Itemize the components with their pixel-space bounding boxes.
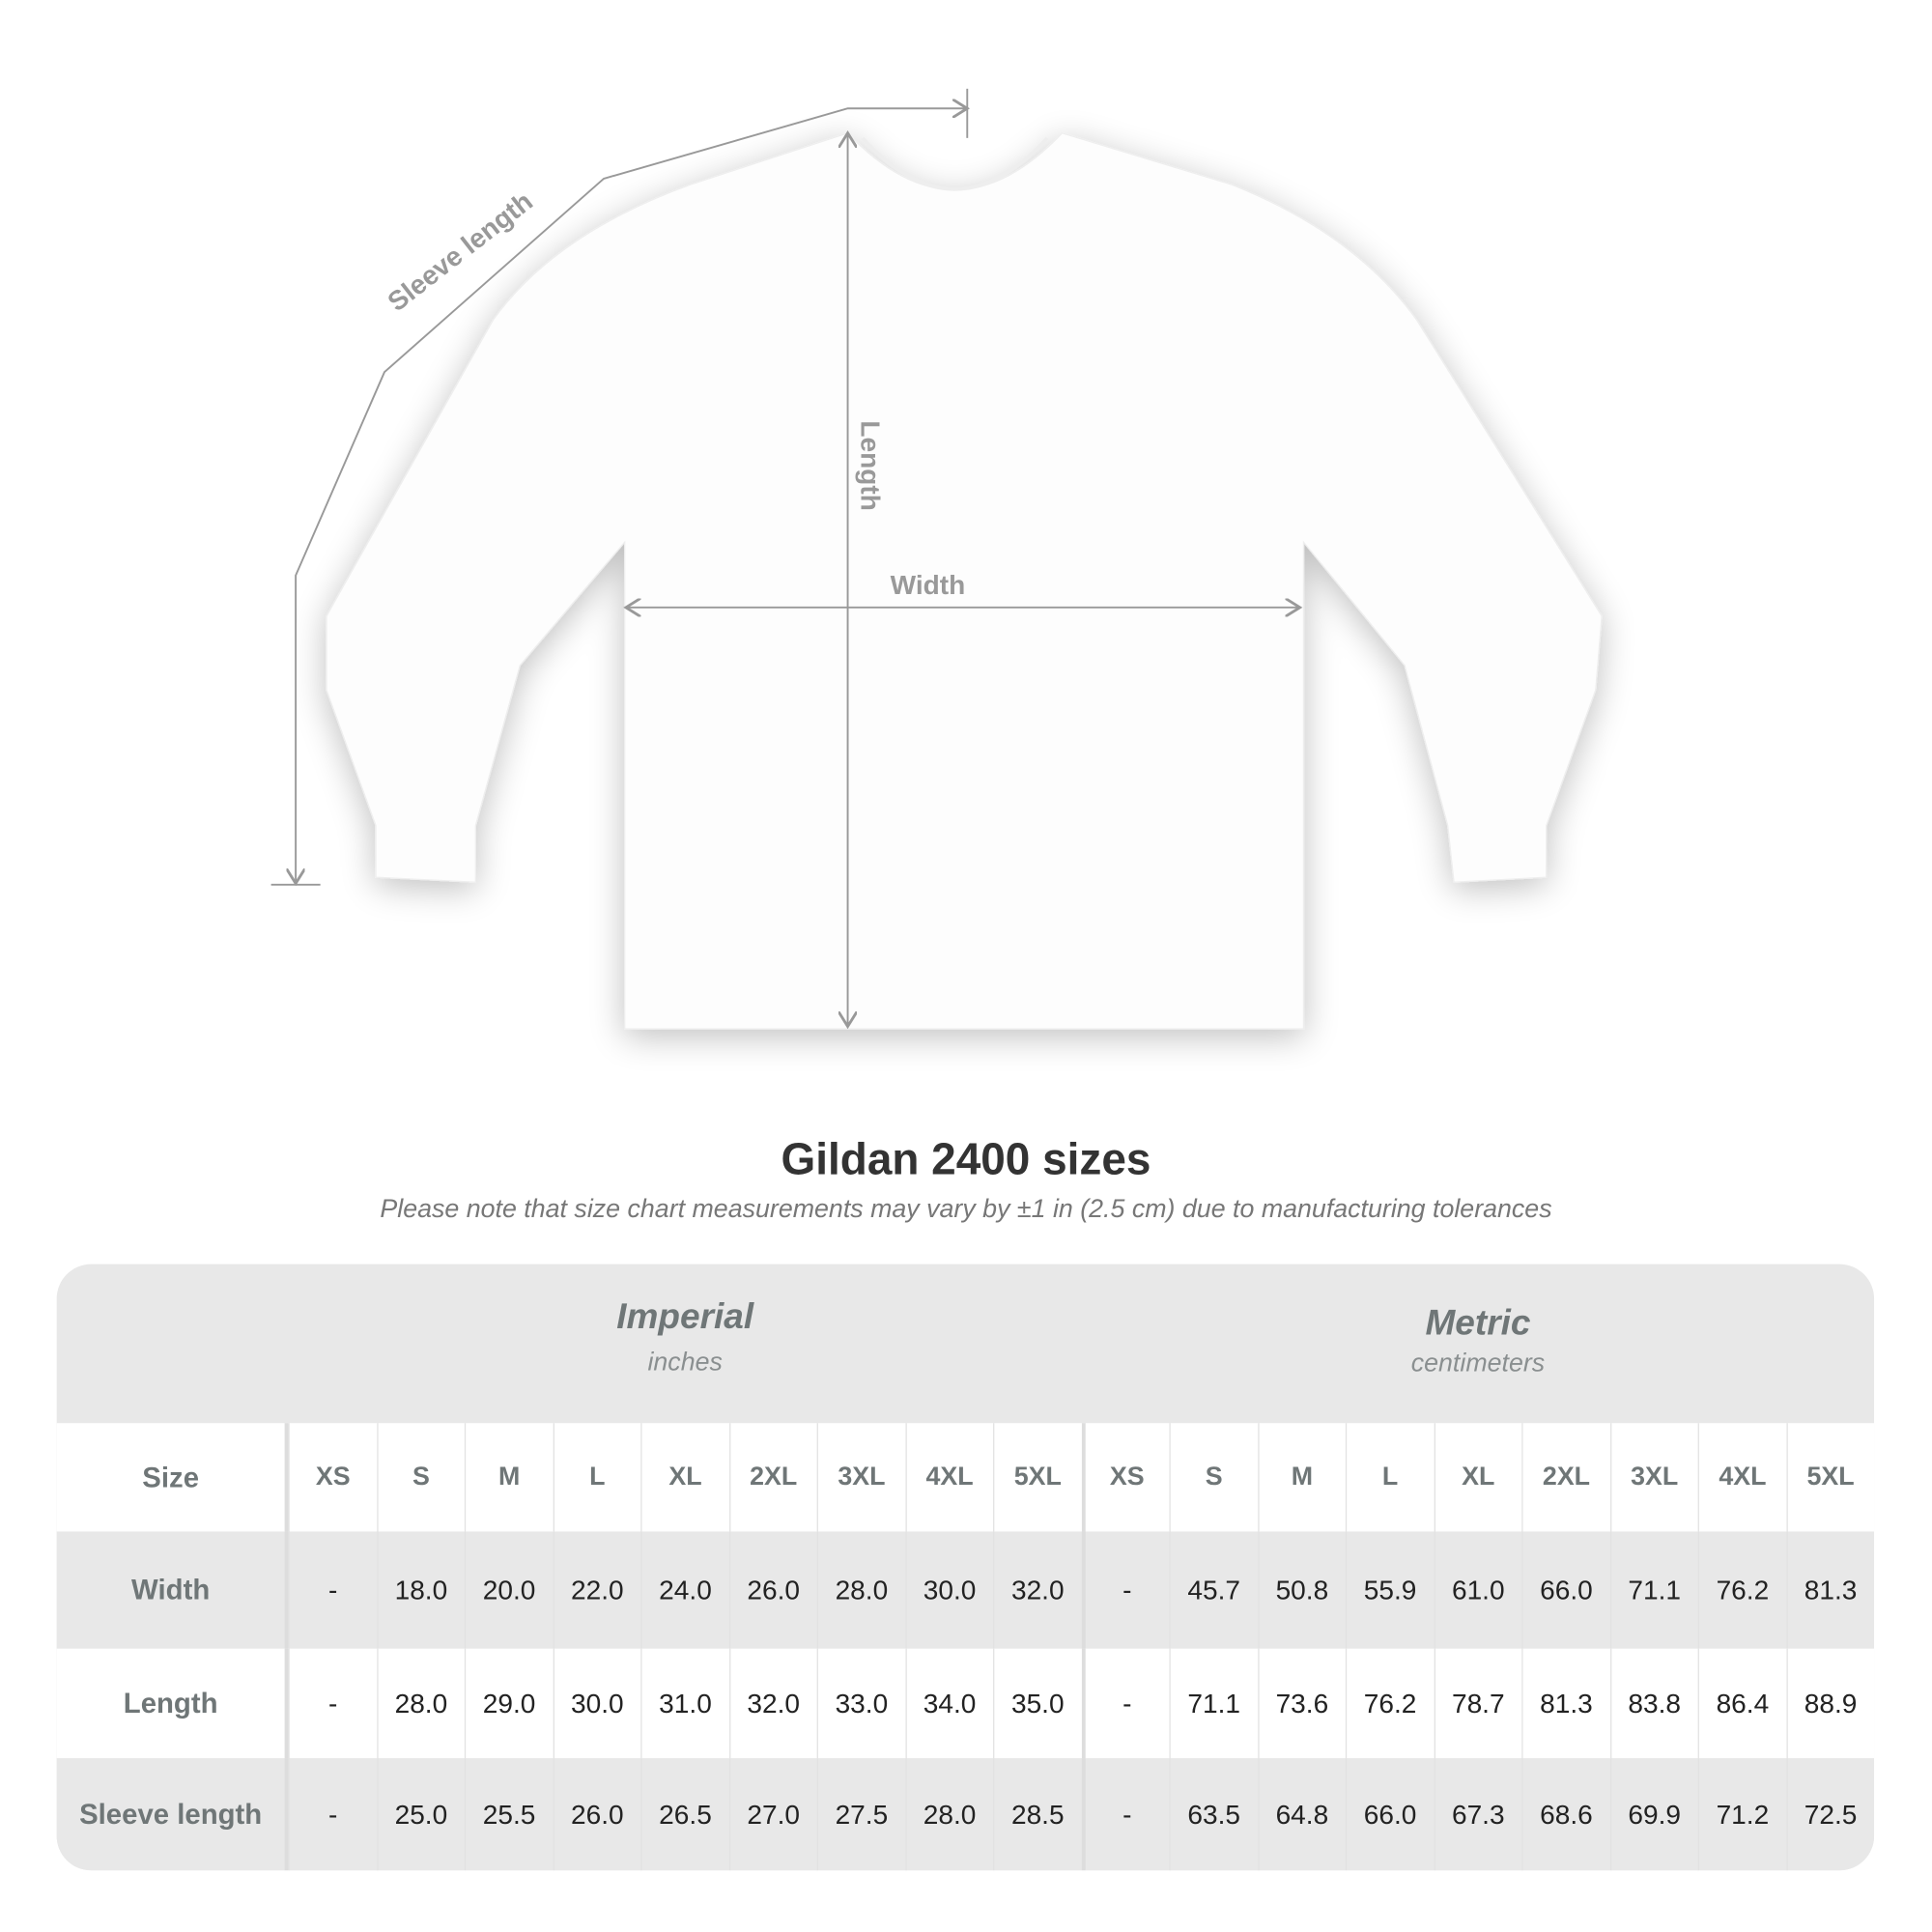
imperial-value: 30.0 — [553, 1648, 640, 1759]
imperial-value: 32.0 — [728, 1648, 816, 1759]
metric-value: 50.8 — [1257, 1531, 1346, 1649]
size-header: S — [1169, 1423, 1257, 1532]
imperial-value: 29.0 — [464, 1648, 553, 1759]
metric-value: 66.0 — [1345, 1758, 1434, 1871]
size-header-row: Size XS S M L XL 2XL 3XL 4XL 5XL XS S M L XL 2XL 3XL 4XL 5… — [56, 1423, 1875, 1532]
imperial-value: - — [288, 1758, 376, 1871]
imperial-header: Imperial inches — [288, 1264, 1081, 1424]
metric-value: - — [1081, 1758, 1169, 1871]
size-table: Imperial inches Metric centimeters Size X… — [56, 1264, 1875, 1871]
size-header: 4XL — [904, 1423, 993, 1532]
imperial-value: 28.0 — [904, 1758, 993, 1871]
size-header: 3XL — [816, 1423, 905, 1532]
metric-value: 69.9 — [1609, 1758, 1697, 1871]
imperial-value: 28.0 — [376, 1648, 465, 1759]
metric-value: 72.5 — [1785, 1758, 1874, 1871]
imperial-value: 25.0 — [376, 1758, 465, 1871]
metric-value: 86.4 — [1697, 1648, 1786, 1759]
imperial-value: - — [288, 1648, 376, 1759]
size-header: M — [464, 1423, 553, 1532]
imperial-value: 28.0 — [816, 1531, 905, 1649]
imperial-value: 32.0 — [993, 1531, 1081, 1649]
metric-value: 76.2 — [1697, 1531, 1786, 1649]
imperial-value: 34.0 — [904, 1648, 993, 1759]
imperial-value: 26.5 — [640, 1758, 728, 1871]
imperial-value: 31.0 — [640, 1648, 728, 1759]
imperial-value: 27.5 — [816, 1758, 905, 1871]
row-label: Sleeve length — [57, 1758, 289, 1871]
metric-value: 83.8 — [1609, 1648, 1697, 1759]
imperial-value: 20.0 — [464, 1531, 553, 1649]
imperial-value: 33.0 — [816, 1648, 905, 1759]
imperial-value: 25.5 — [464, 1758, 553, 1871]
row-label: Width — [57, 1531, 289, 1649]
imperial-value: 30.0 — [904, 1531, 993, 1649]
tolerance-note: Please note that size chart measurements… — [380, 1195, 1552, 1224]
imperial-value: 27.0 — [728, 1758, 816, 1871]
metric-value: 61.0 — [1434, 1531, 1521, 1649]
metric-value: 67.3 — [1434, 1758, 1521, 1871]
metric-value: 88.9 — [1785, 1648, 1874, 1759]
imperial-unit: inches — [647, 1348, 723, 1377]
imperial-value: 35.0 — [993, 1648, 1081, 1759]
metric-unit: centimeters — [1410, 1349, 1546, 1378]
size-header: S — [376, 1423, 465, 1532]
sleeve-length-line — [296, 108, 967, 883]
imperial-value: - — [288, 1531, 376, 1649]
width-label: Width — [891, 570, 966, 600]
table-row: Length -28.0 29.0 30.0 31.0 32.0 33.0 34.0 35.0-… — [56, 1648, 1875, 1759]
imperial-value: 28.5 — [993, 1758, 1081, 1871]
size-header: XL — [1434, 1423, 1521, 1532]
size-header: XS — [288, 1423, 376, 1532]
imperial-value: 22.0 — [553, 1531, 640, 1649]
size-header: 4XL — [1697, 1423, 1786, 1532]
size-label: Size — [57, 1423, 289, 1532]
metric-value: 78.7 — [1434, 1648, 1521, 1759]
metric-value: 71.1 — [1609, 1531, 1697, 1649]
row-label: Length — [57, 1648, 289, 1759]
metric-value: - — [1081, 1648, 1169, 1759]
imperial-value: 18.0 — [376, 1531, 465, 1649]
metric-value: 71.1 — [1169, 1648, 1257, 1759]
size-header: XL — [640, 1423, 728, 1532]
metric-title: Metric — [1425, 1303, 1531, 1344]
table-row: Width -18.0 20.0 22.0 24.0 26.0 28.0 30.0 32.0-4… — [56, 1531, 1875, 1649]
metric-value: 66.0 — [1521, 1531, 1609, 1649]
imperial-title: Imperial — [616, 1297, 754, 1337]
metric-value: 55.9 — [1345, 1531, 1434, 1649]
metric-header: Metric centimeters — [1082, 1264, 1874, 1424]
metric-value: 81.3 — [1785, 1531, 1874, 1649]
size-header: L — [553, 1423, 640, 1532]
size-header: 5XL — [1785, 1423, 1874, 1532]
metric-value: - — [1081, 1531, 1169, 1649]
page-title: Gildan 2400 sizes — [781, 1133, 1151, 1184]
size-header: XS — [1081, 1423, 1169, 1532]
metric-value: 76.2 — [1345, 1648, 1434, 1759]
shirt-diagram: Sleeve length Length Width — [270, 88, 1603, 1030]
metric-value: 81.3 — [1521, 1648, 1609, 1759]
metric-value: 71.2 — [1697, 1758, 1786, 1871]
metric-value: 64.8 — [1257, 1758, 1346, 1871]
imperial-value: 24.0 — [640, 1531, 728, 1649]
table-row: Sleeve length -25.0 25.5 26.0 26.5 27.0 27.5 28… — [56, 1758, 1875, 1871]
size-header: M — [1257, 1423, 1346, 1532]
size-header: L — [1345, 1423, 1434, 1532]
imperial-value: 26.0 — [553, 1758, 640, 1871]
metric-value: 63.5 — [1169, 1758, 1257, 1871]
length-label: Length — [856, 420, 886, 510]
metric-value: 68.6 — [1521, 1758, 1609, 1871]
size-header: 5XL — [993, 1423, 1081, 1532]
size-header: 2XL — [728, 1423, 816, 1532]
metric-value: 45.7 — [1169, 1531, 1257, 1649]
size-header: 3XL — [1609, 1423, 1697, 1532]
size-header: 2XL — [1521, 1423, 1609, 1532]
imperial-value: 26.0 — [728, 1531, 816, 1649]
metric-value: 73.6 — [1257, 1648, 1346, 1759]
